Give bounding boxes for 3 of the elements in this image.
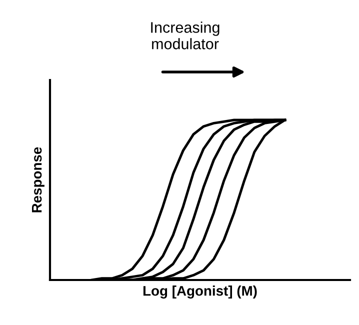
y-axis-title: Response: [32, 147, 44, 212]
text: Increasing modulator: [151, 22, 220, 50]
x-axis-title: Log [Agonist] (M): [143, 286, 257, 299]
